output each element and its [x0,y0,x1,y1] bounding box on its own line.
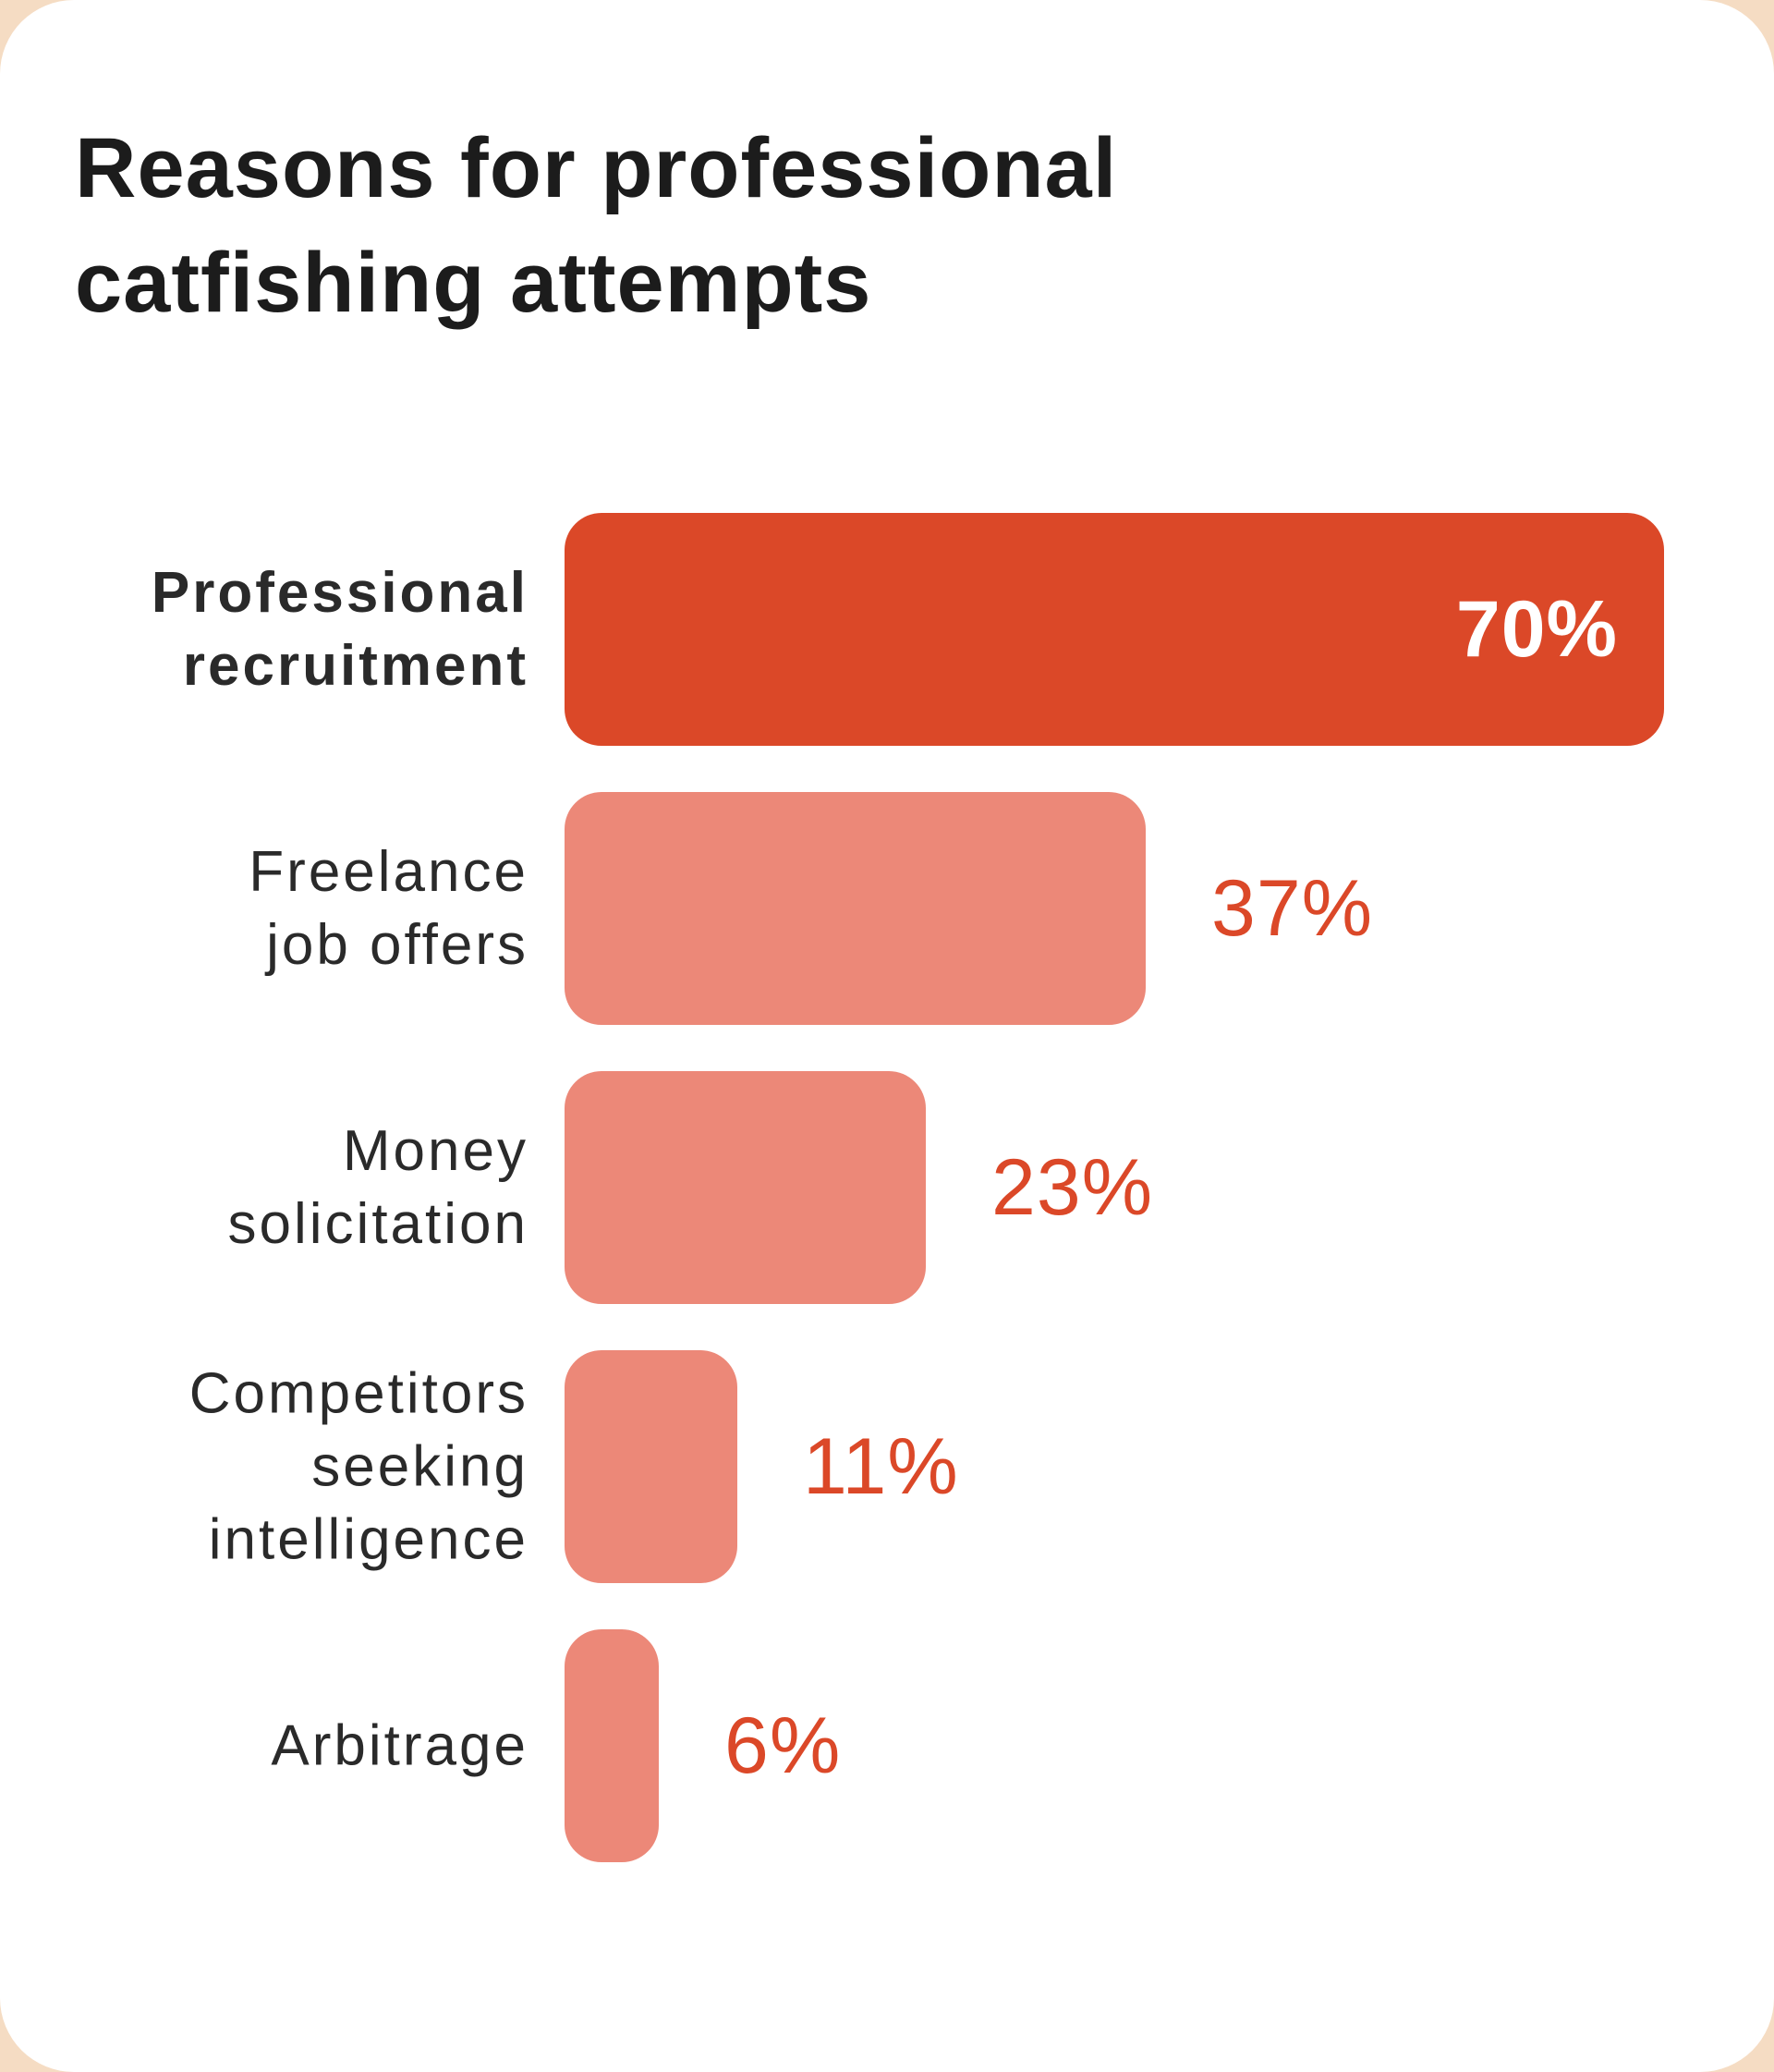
bar [565,1071,926,1304]
value-label: 23% [991,1143,1154,1232]
category-label: Competitors seeking intelligence [188,1361,529,1572]
category-label: Money solicitation [227,1119,529,1256]
value-label: 6% [724,1701,842,1790]
chart-title: Reasons for professional catfishing atte… [75,121,1118,330]
value-label: 70% [1455,585,1618,674]
value-label: 11% [803,1422,959,1511]
bar [565,792,1146,1025]
category-label: Professional recruitment [151,561,529,698]
bar [565,1350,737,1583]
bar [565,1629,659,1862]
category-label: Arbitrage [271,1713,529,1778]
category-label: Freelance job offers [249,840,529,977]
value-label: 37% [1211,864,1374,953]
bar [565,513,1664,746]
